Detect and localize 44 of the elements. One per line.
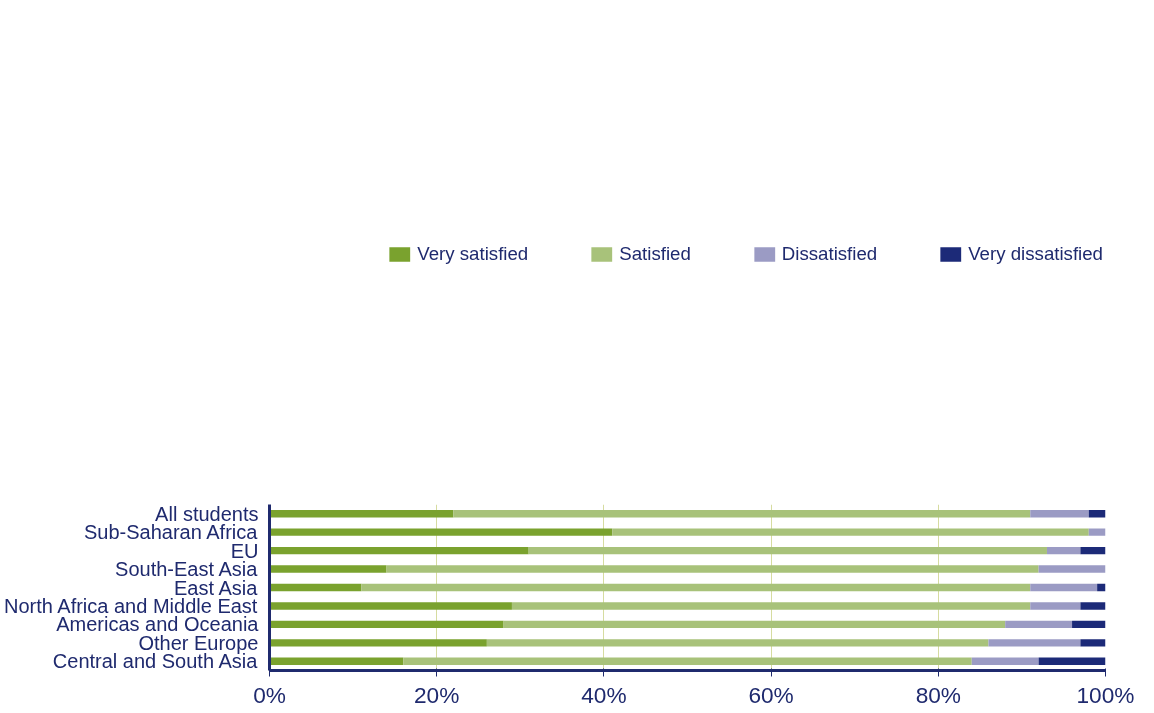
bar xyxy=(1005,620,1073,629)
bar xyxy=(503,620,1006,629)
bar xyxy=(269,565,387,573)
bar xyxy=(1030,602,1081,610)
legend-label: Very dissatisfied xyxy=(968,243,1103,265)
bar xyxy=(269,602,512,610)
bar xyxy=(386,565,1039,573)
bar xyxy=(1038,657,1106,665)
bar xyxy=(361,583,1031,592)
legend-label: Dissatisfied xyxy=(781,243,878,265)
x-tick-label: 20% xyxy=(414,681,460,708)
bar xyxy=(269,657,404,665)
bar xyxy=(1088,510,1106,518)
bar xyxy=(403,657,972,665)
bar xyxy=(269,510,454,518)
bar xyxy=(612,528,1089,536)
bar xyxy=(988,639,1081,647)
bar xyxy=(1080,602,1106,610)
bar xyxy=(528,546,1047,555)
legend-label: Satisfied xyxy=(619,243,691,265)
bar xyxy=(269,620,504,629)
bar xyxy=(269,639,487,647)
bar xyxy=(511,602,1031,610)
bar xyxy=(1038,565,1106,573)
x-tick-label: 0% xyxy=(253,681,286,708)
x-tick-label: 40% xyxy=(581,681,627,708)
legend-label: Very satisfied xyxy=(417,243,529,265)
bar xyxy=(269,583,362,592)
bar xyxy=(1072,620,1106,629)
bar xyxy=(1097,583,1106,592)
bar xyxy=(453,510,1031,518)
x-tick-label: 80% xyxy=(915,681,961,708)
bar xyxy=(1080,639,1106,647)
bar xyxy=(1030,583,1098,592)
bar xyxy=(269,528,613,536)
bar xyxy=(971,657,1039,665)
bar xyxy=(269,546,529,555)
bar xyxy=(1088,528,1106,536)
x-tick-label: 60% xyxy=(748,681,794,708)
bar xyxy=(1046,546,1081,555)
bar xyxy=(1080,546,1106,555)
bar xyxy=(486,639,989,647)
x-tick-label: 100% xyxy=(1076,681,1135,708)
bar xyxy=(1030,510,1089,518)
